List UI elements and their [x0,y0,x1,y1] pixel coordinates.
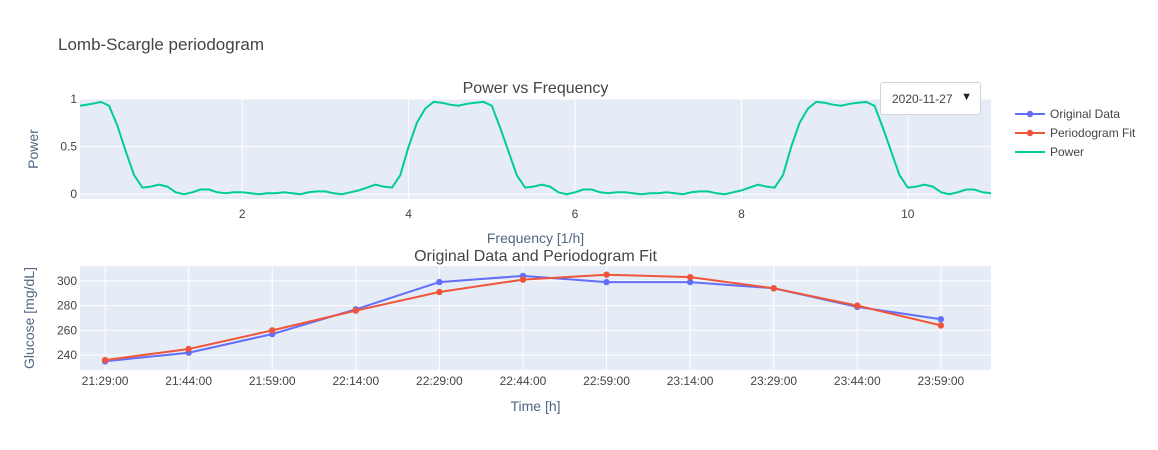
periodogram-fit-point [352,307,360,314]
original-data-point [686,278,694,286]
periodogram-fit-point [770,285,777,292]
periodogram-fit-point [519,276,527,283]
glucose-plot-area [80,266,991,370]
date-dropdown-value: 2020-11-27 [892,91,953,106]
power-y-ticks: 00.51 [60,92,77,201]
power-x-tick-label: 2 [239,207,246,221]
glucose-subplot: 21:29:00 21:44:00 21:59:00 22:14:00 22:29:00… [21,248,991,414]
power-x-tick-label: 10 [901,207,915,221]
power-series [80,100,991,196]
glucose-x-tick-label: 21:59:00 [249,374,296,388]
legend: Original Data Periodogram Fit Power [1015,107,1136,159]
power-x-tick-label: 4 [405,207,412,221]
legend-label: Periodogram Fit [1050,126,1136,140]
glucose-x-tick-label: 23:29:00 [750,374,797,388]
power-y-tick-label: 1 [70,92,77,106]
glucose-x-tick-label: 22:59:00 [583,374,630,388]
legend-label: Original Data [1050,107,1120,121]
legend-marker [1026,129,1034,137]
glucose-y-tick-label: 240 [57,348,77,362]
power-x-tick-label: 6 [572,207,579,221]
glucose-x-axis-title: Time [h] [510,398,560,414]
date-dropdown[interactable]: 2020-11-27 ▼ [880,82,981,115]
glucose-x-tick-label: 23:59:00 [917,374,964,388]
figure-title: Lomb-Scargle periodogram [58,35,264,54]
glucose-series [101,271,945,365]
legend-item-power[interactable]: Power [1015,145,1084,159]
power-subplot-title: Power vs Frequency [463,80,609,97]
original-data-point [937,316,945,323]
glucose-x-tick-label: 21:44:00 [165,374,212,388]
glucose-subplot-title: Original Data and Periodogram Fit [414,248,657,265]
legend-label: Power [1050,145,1084,159]
power-x-axis-title: Frequency [1/h] [487,230,584,246]
legend-item-periodogram-fit[interactable]: Periodogram Fit [1015,126,1136,140]
glucose-gridlines [80,266,991,370]
periodogram-fit-point [185,345,192,353]
chevron-down-icon[interactable]: ▼ [961,91,972,103]
power-x-ticks: 2 4 6 8 10 [239,207,915,221]
power-plot-area [80,99,991,199]
glucose-x-tick-label: 22:14:00 [332,374,379,388]
glucose-x-tick-label: 22:29:00 [416,374,463,388]
periodogram-fit-point [686,273,694,281]
power-y-axis-title: Power [25,129,41,169]
power-y-tick-label: 0.5 [60,140,77,154]
periodogram-fit-point [854,302,861,309]
glucose-x-tick-label: 23:14:00 [667,374,714,388]
original-data-point [603,278,610,286]
periodogram-fit-point [937,322,945,329]
periodogram-fit-point [436,288,443,296]
glucose-y-tick-label: 280 [57,299,77,313]
legend-marker [1026,110,1034,118]
glucose-x-tick-label: 21:29:00 [82,374,129,388]
periodogram-fit-point [269,327,276,334]
glucose-y-axis-title: Glucose [mg/dL] [21,267,37,369]
glucose-x-tick-label: 23:44:00 [834,374,881,388]
glucose-y-tick-label: 260 [57,323,77,337]
power-y-tick-label: 0 [70,187,77,201]
power-subplot: 2 4 6 8 10 00.51 Power vs Frequency Frequenc… [25,80,991,246]
glucose-y-tick-label: 300 [57,274,77,288]
power-line [80,100,991,196]
glucose-x-tick-label: 22:44:00 [500,374,547,388]
glucose-y-ticks: 240 260 280 300 [57,274,77,362]
periodogram-fit-point [603,271,610,278]
power-gridlines [80,98,991,199]
original-data-point [436,278,443,286]
periodogram-fit-point [101,356,109,364]
glucose-x-ticks: 21:29:00 21:44:00 21:59:00 22:14:00 22:29:00… [82,374,965,388]
power-x-tick-label: 8 [738,207,745,221]
legend-item-original-data[interactable]: Original Data [1015,107,1120,121]
